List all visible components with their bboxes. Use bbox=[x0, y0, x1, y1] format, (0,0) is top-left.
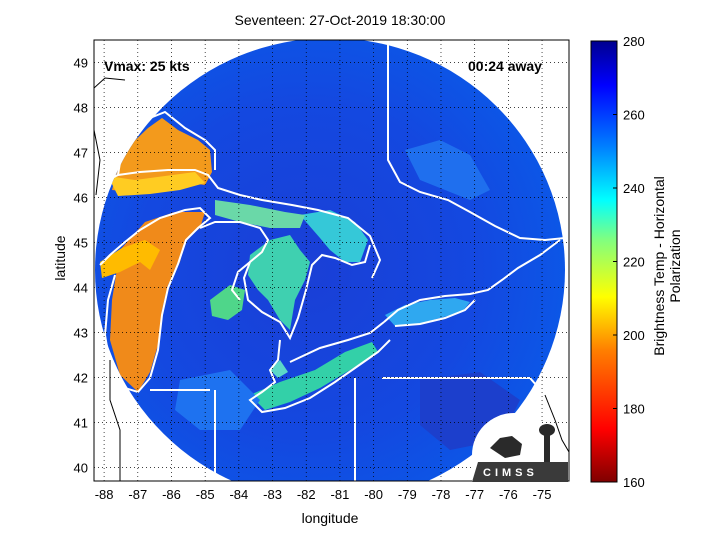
plot-frame bbox=[93, 39, 570, 482]
colorbar-tick-label: 240 bbox=[623, 181, 645, 196]
northeast-land-signal bbox=[405, 140, 490, 200]
lake-erie-signal bbox=[250, 342, 378, 410]
colorbar-label: Brightness Temp - Horizontal Polarizatio… bbox=[651, 176, 683, 356]
y-tick-label: 49 bbox=[74, 56, 88, 71]
y-tick-label: 46 bbox=[74, 191, 88, 206]
x-tick-label: -86 bbox=[162, 487, 181, 502]
lake-ontario-signal bbox=[385, 298, 470, 326]
x-tick-label: -76 bbox=[499, 487, 518, 502]
lake-stclair-signal bbox=[270, 360, 288, 378]
vmax-annotation: Vmax: 25 kts bbox=[104, 58, 190, 74]
x-tick-label: -78 bbox=[432, 487, 451, 502]
x-tick-label: -79 bbox=[398, 487, 417, 502]
cimss-logo-text: CIMSS bbox=[483, 467, 538, 479]
x-tick-label: -83 bbox=[263, 487, 282, 502]
colorbar-tick-label: 260 bbox=[623, 108, 645, 123]
colorbar-tick-label: 180 bbox=[623, 402, 645, 417]
x-tick-label: -75 bbox=[533, 487, 552, 502]
colorbar bbox=[590, 40, 618, 483]
y-tick-label: 40 bbox=[74, 461, 88, 476]
x-tick-label: -87 bbox=[128, 487, 147, 502]
y-tick-label: 43 bbox=[74, 326, 88, 341]
x-tick-label: -85 bbox=[196, 487, 215, 502]
y-tick-label: 41 bbox=[74, 416, 88, 431]
cimss-logo bbox=[472, 413, 568, 482]
x-tick-label: -80 bbox=[364, 487, 383, 502]
x-axis-ticks: -88 -87 -86 -85 -84 -83 -82 -81 -80 -79 -78 -77 -76-… bbox=[95, 487, 552, 502]
lake-huron-signal bbox=[248, 235, 310, 330]
map-lines-outside bbox=[94, 77, 569, 481]
colorbar-tick-label: 280 bbox=[623, 34, 645, 49]
coastlines bbox=[94, 44, 569, 481]
time-away-annotation: 00:24 away bbox=[468, 58, 542, 74]
lake-michigan-fringe bbox=[100, 240, 160, 278]
y-tick-label: 47 bbox=[74, 146, 88, 161]
x-tick-label: -77 bbox=[465, 487, 484, 502]
x-tick-label: -88 bbox=[95, 487, 114, 502]
grid-lines bbox=[94, 40, 569, 481]
y-axis-ticks: 40 41 42 43 44 45 46 47 48 49 bbox=[74, 56, 88, 476]
colorbar-tick-label: 160 bbox=[623, 475, 645, 490]
y-tick-label: 45 bbox=[74, 236, 88, 251]
colorbar-ticks: 160 180 200 220 240 260 280 bbox=[613, 34, 645, 490]
x-tick-label: -84 bbox=[229, 487, 248, 502]
colorbar-tick-label: 220 bbox=[623, 255, 645, 270]
chart-title: Seventeen: 27-Oct-2019 18:30:00 bbox=[234, 12, 446, 28]
y-tick-label: 42 bbox=[74, 371, 88, 386]
y-tick-label: 44 bbox=[74, 281, 88, 296]
x-tick-label: -81 bbox=[331, 487, 350, 502]
y-axis-label: latitude bbox=[52, 235, 68, 281]
x-tick-label: -82 bbox=[297, 487, 316, 502]
georgian-bay-signal bbox=[300, 210, 368, 262]
x-axis-label: longitude bbox=[301, 510, 359, 526]
brightness-field bbox=[100, 118, 520, 450]
colorbar-tick-label: 200 bbox=[623, 328, 645, 343]
y-tick-label: 48 bbox=[74, 101, 88, 116]
lake-superior-fringe bbox=[108, 172, 205, 196]
